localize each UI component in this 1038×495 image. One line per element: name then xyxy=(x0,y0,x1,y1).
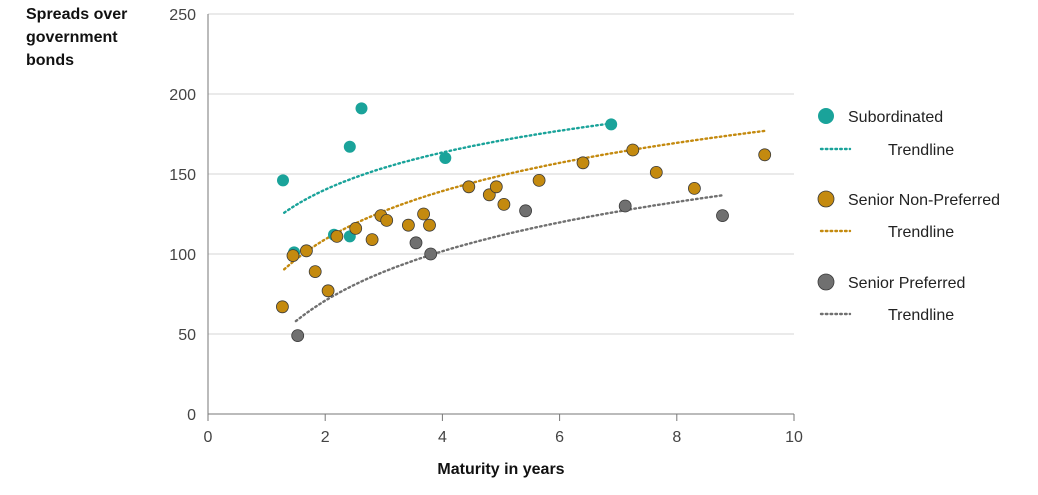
point-senior-non-preferred-17 xyxy=(532,173,546,187)
point-senior-non-preferred-9 xyxy=(380,213,394,227)
legend: Subordinated Trendline Senior Non-Prefer… xyxy=(817,108,1000,324)
point-senior-preferred-1 xyxy=(409,236,423,250)
trendlines xyxy=(283,122,766,323)
y-tick-label-100: 100 xyxy=(169,247,196,264)
y-axis-title-line-2: government xyxy=(26,29,118,46)
axes: 0 50 100 150 200 250 0 2 4 6 8 10 xyxy=(169,7,803,446)
point-senior-non-preferred-19 xyxy=(626,143,640,157)
point-senior-non-preferred-2 xyxy=(299,244,313,258)
legend-marker-senior-non-preferred xyxy=(817,190,835,208)
x-tick-label-0: 0 xyxy=(204,429,213,446)
point-senior-non-preferred-21 xyxy=(688,181,701,195)
legend-trendline-label-senior-non-preferred: Trendline xyxy=(888,224,954,241)
x-tick-label-8: 8 xyxy=(672,429,681,446)
y-axis-title-line-1: Spreads over xyxy=(26,6,127,23)
x-tick-label-6: 6 xyxy=(555,429,564,446)
point-subordinated-4 xyxy=(343,140,356,153)
point-senior-non-preferred-4 xyxy=(321,284,335,298)
point-senior-non-preferred-6 xyxy=(349,221,363,235)
point-senior-non-preferred-18 xyxy=(576,156,590,170)
point-senior-preferred-4 xyxy=(618,199,632,213)
point-senior-preferred-2 xyxy=(424,247,438,261)
point-senior-non-preferred-5 xyxy=(330,229,344,243)
point-subordinated-7 xyxy=(605,118,618,131)
trendline-senior-non-preferred xyxy=(283,129,766,271)
point-senior-non-preferred-11 xyxy=(417,207,431,221)
legend-label-subordinated: Subordinated xyxy=(848,109,943,126)
point-senior-non-preferred-0 xyxy=(275,300,289,314)
point-senior-non-preferred-16 xyxy=(497,197,511,211)
point-senior-non-preferred-12 xyxy=(423,218,436,232)
legend-marker-senior-preferred xyxy=(817,273,835,291)
point-senior-non-preferred-13 xyxy=(462,180,476,194)
point-senior-non-preferred-3 xyxy=(308,265,322,279)
point-senior-non-preferred-10 xyxy=(401,218,415,232)
point-senior-preferred-5 xyxy=(716,209,729,223)
x-tick-label-4: 4 xyxy=(438,429,447,446)
x-tick-label-2: 2 xyxy=(321,429,330,446)
y-axis-title-line-3: bonds xyxy=(26,52,74,69)
y-tick-label-0: 0 xyxy=(187,407,196,424)
legend-label-senior-preferred: Senior Preferred xyxy=(848,275,965,292)
point-senior-preferred-3 xyxy=(519,204,532,218)
point-senior-non-preferred-7 xyxy=(365,233,379,247)
x-axis-title: Maturity in years xyxy=(437,461,564,478)
legend-trendline-label-senior-preferred: Trendline xyxy=(888,307,954,324)
point-subordinated-5 xyxy=(355,102,368,115)
point-senior-non-preferred-1 xyxy=(286,249,300,263)
y-tick-label-50: 50 xyxy=(178,327,196,344)
y-tick-label-150: 150 xyxy=(169,167,196,184)
point-senior-non-preferred-20 xyxy=(649,165,663,179)
legend-label-senior-non-preferred: Senior Non-Preferred xyxy=(848,192,1000,209)
y-tick-label-250: 250 xyxy=(169,7,196,24)
trendline-subordinated xyxy=(283,122,611,214)
gridlines xyxy=(208,13,794,335)
y-tick-label-200: 200 xyxy=(169,87,196,104)
x-tick-label-10: 10 xyxy=(785,429,803,446)
point-senior-preferred-0 xyxy=(291,329,305,343)
legend-trendline-label-subordinated: Trendline xyxy=(888,142,954,159)
point-senior-non-preferred-15 xyxy=(489,180,503,194)
point-senior-non-preferred-22 xyxy=(758,148,772,162)
point-subordinated-0 xyxy=(277,174,289,187)
data-points xyxy=(275,102,772,343)
trendline-senior-preferred xyxy=(294,194,724,323)
point-senior-non-preferred-14 xyxy=(482,188,496,202)
point-subordinated-6 xyxy=(439,152,452,164)
legend-marker-subordinated xyxy=(818,108,834,124)
